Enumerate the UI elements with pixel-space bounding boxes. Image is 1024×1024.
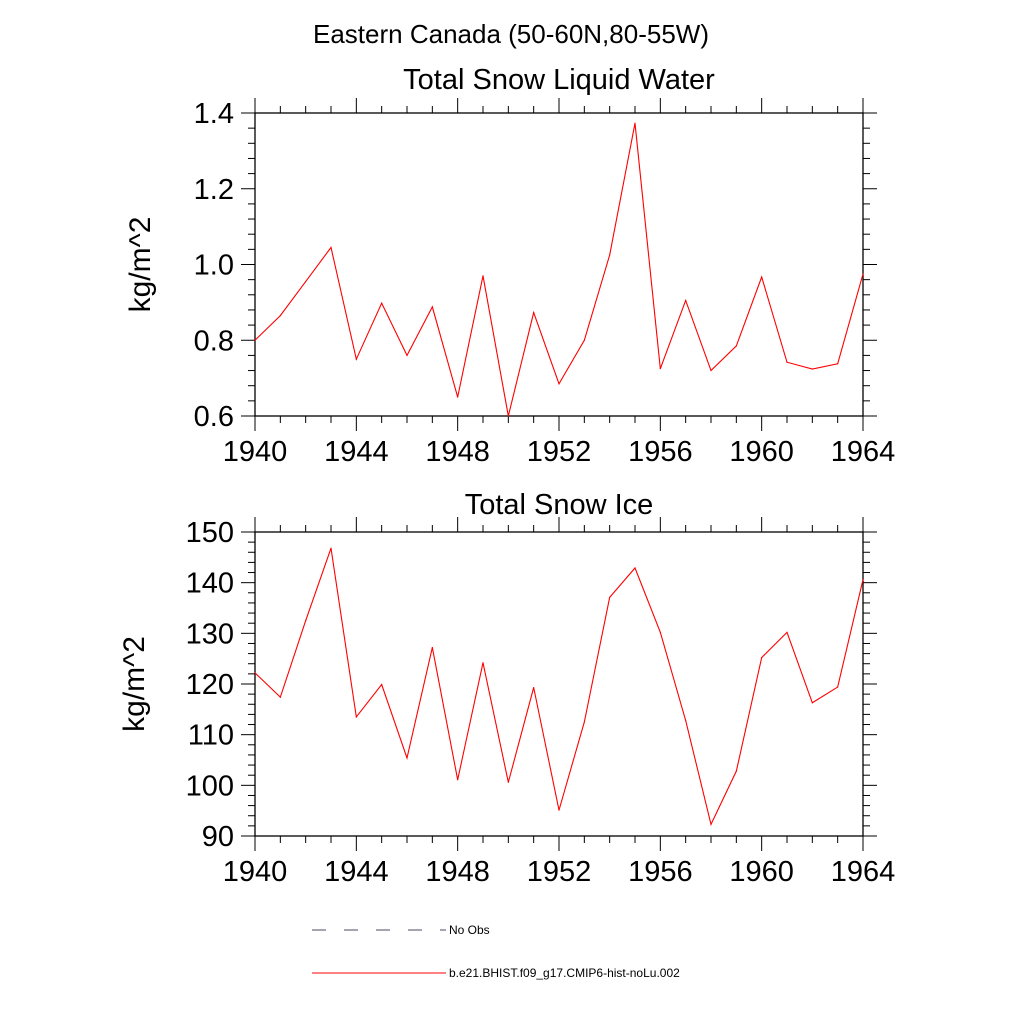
data-point [710,823,712,825]
data-point [811,368,813,370]
x-tick-label: 1960 [729,436,794,468]
figure-suptitle: Eastern Canada (50-60N,80-55W) [313,19,709,49]
data-point [355,358,357,360]
data-point [862,273,864,275]
data-point [837,363,839,365]
data-point [457,396,459,398]
data-point [685,299,687,302]
data-point [406,757,408,759]
y-tick-label: 140 [186,568,234,600]
panel-title: Total Snow Ice [465,489,654,521]
data-point [685,719,687,722]
axis-ticks: 1940 1944 1948 1952 1956 1960 1964 0.6 0.8 1.0 1.2… [194,98,896,468]
data-point [735,770,737,772]
legend: No Obs b.e21.BHIST.f09_g17.CMIP6-hist-no… [312,923,680,980]
data-point [609,254,611,256]
y-tick-label: 150 [186,517,234,549]
x-tick-label: 1964 [831,856,896,888]
data-point [710,369,712,372]
series-line [254,548,864,826]
data-point [583,721,585,723]
data-point [862,579,864,581]
data-point [355,716,357,718]
data-point [786,361,788,363]
series-line [254,123,864,417]
data-point [837,686,839,688]
data-point [330,547,332,549]
panel-snow-liquid-water: Total Snow Liquid Water 1940 1944 1948 1952… [124,64,895,468]
data-point [330,246,332,249]
data-point [507,415,509,417]
y-tick-label: 0.8 [194,325,234,357]
legend-label-model: b.e21.BHIST.f09_g17.CMIP6-hist-noLu.002 [449,966,680,980]
x-tick-label: 1956 [628,436,693,468]
data-point [558,383,560,385]
data-point [786,631,788,633]
y-tick-label: 0.6 [194,401,234,433]
data-point [482,662,484,664]
y-tick-label: 1.4 [194,98,234,130]
plot-frame [254,531,864,837]
x-tick-label: 1956 [628,856,693,888]
data-point [381,683,383,686]
data-point [254,339,256,341]
series-group [254,122,864,417]
data-point [279,315,281,317]
data-point [305,280,307,283]
data-point [761,276,763,278]
x-tick-label: 1940 [223,856,288,888]
x-tick-label: 1944 [324,436,389,468]
data-point [634,122,636,124]
x-tick-label: 1952 [527,436,592,468]
data-point [811,702,813,704]
x-tick-label: 1940 [223,436,288,468]
x-tick-label: 1944 [324,856,389,888]
data-point [659,631,661,633]
data-point [634,567,636,569]
data-point [457,779,459,781]
y-tick-label: 130 [186,618,234,650]
data-point [583,339,585,341]
axis-ticks: 1940 1944 1948 1952 1956 1960 1964 90 100 110 120 1… [186,517,896,888]
y-tick-label: 1.0 [194,250,234,282]
panel-snow-ice: Total Snow Ice 1940 1944 1948 1952 1956 1960 1… [118,489,895,888]
y-axis-label: kg/m^2 [118,636,151,732]
x-tick-label: 1952 [527,856,592,888]
x-tick-label: 1960 [729,856,794,888]
data-point [381,302,383,304]
data-point [533,312,535,314]
data-point [254,672,256,674]
data-point [305,620,307,622]
data-point [533,686,535,689]
data-point [279,696,281,698]
panel-title: Total Snow Liquid Water [403,64,715,96]
data-point [431,306,433,308]
series-group [254,547,864,826]
x-tick-label: 1964 [831,436,896,468]
data-point [609,596,611,598]
data-point [431,646,433,649]
y-tick-label: 120 [186,669,234,701]
data-point [659,368,661,370]
y-tick-label: 1.2 [194,174,234,206]
y-tick-label: 110 [188,720,234,752]
y-tick-label: 90 [202,821,234,853]
legend-label-no-obs: No Obs [449,923,490,937]
x-tick-label: 1948 [425,856,490,888]
plot-frame [254,112,864,417]
data-point [735,345,737,347]
data-point [507,781,509,783]
data-point [558,809,560,811]
data-point [406,354,408,356]
data-point [761,657,763,659]
y-axis-label: kg/m^2 [124,217,157,313]
data-point [482,275,484,277]
y-tick-label: 100 [186,770,234,802]
x-tick-label: 1948 [425,436,490,468]
